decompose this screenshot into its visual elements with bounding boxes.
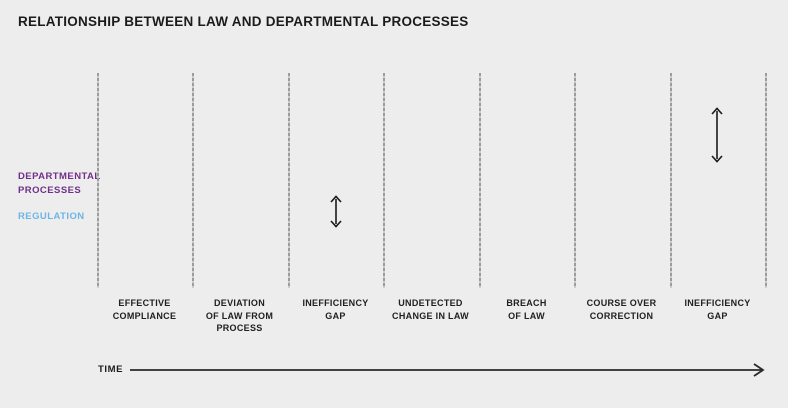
- segment-divider-line: [192, 73, 194, 288]
- segment-divider-line: [670, 73, 672, 288]
- segment-label: COURSE OVER CORRECTION: [586, 298, 657, 321]
- segment-label: DEVIATION OF LAW FROM PROCESS: [205, 298, 274, 333]
- time-axis-label: TIME: [98, 364, 124, 375]
- segment-label: INEFFICIENCY GAP: [684, 298, 751, 321]
- segment-divider-line: [97, 73, 99, 288]
- segment-label: UNDETECTED CHANGE IN LAW: [392, 298, 469, 321]
- legend-regulation: REGULATION: [18, 211, 85, 222]
- segment-divider-line: [288, 73, 290, 288]
- segment-divider-line: [574, 73, 576, 288]
- segment-label: EFFECTIVE COMPLIANCE: [112, 298, 177, 321]
- inefficiency-gap-arrow-icon: [330, 195, 342, 228]
- diagram-title: RELATIONSHIP BETWEEN LAW AND DEPARTMENTA…: [18, 14, 469, 29]
- time-axis-arrow-icon: [130, 363, 765, 377]
- inefficiency-gap-arrow-icon: [711, 107, 723, 163]
- segment-label: BREACH OF LAW: [506, 298, 547, 321]
- segment-divider-line: [765, 73, 767, 288]
- legend-departmental-processes: DEPARTMENTAL PROCESSES: [18, 171, 101, 196]
- segment-label: INEFFICIENCY GAP: [302, 298, 369, 321]
- segment-divider-line: [383, 73, 385, 288]
- segment-divider-line: [479, 73, 481, 288]
